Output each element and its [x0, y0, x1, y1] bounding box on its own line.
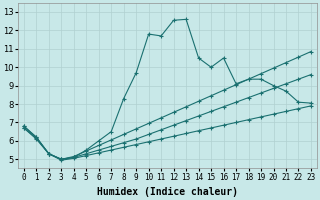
X-axis label: Humidex (Indice chaleur): Humidex (Indice chaleur): [97, 187, 238, 197]
